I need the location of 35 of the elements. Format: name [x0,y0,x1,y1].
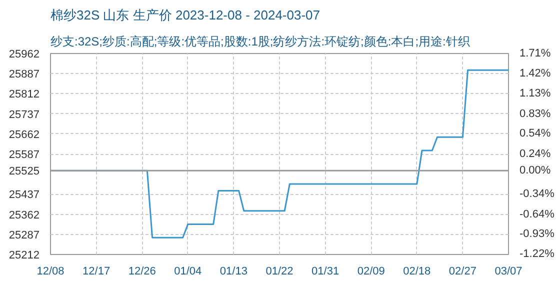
x-tick-label: 02/18 [403,266,431,278]
y2-tick-label: 1.42% [520,67,551,80]
y-tick-label: 25525 [8,166,40,178]
y2-tick-label: 1.13% [520,87,551,100]
x-tick-label: 02/09 [357,266,385,278]
y-tick-label: 25662 [8,128,40,141]
x-tick-label: 01/04 [174,266,202,278]
y2-tick-label: -0.64% [520,208,555,220]
y-tick-label: 25962 [8,48,40,60]
y2-tick-label: -1.22% [520,248,555,260]
y-tick-label: 25587 [8,149,40,161]
x-tick-label: 12/17 [82,266,110,278]
x-tick-label: 12/26 [128,266,156,278]
x-tick-label: 01/13 [220,266,248,278]
y2-tick-label: 0.54% [520,128,551,140]
y-tick-label: 25212 [8,250,40,262]
x-tick-label: 03/07 [494,266,522,278]
y2-tick-label: 0.83% [520,108,551,120]
x-tick-label: 02/27 [448,266,476,278]
y-tick-label: 25887 [8,68,40,81]
y2-tick-label: 0.24% [520,148,551,160]
chart-title: 棉纱32S 山东 生产价 2023-12-08 - 2024-03-07 [50,8,320,22]
x-tick-label: 01/31 [312,266,340,278]
y-tick-label: 25812 [8,88,40,101]
y2-tick-label: -0.34% [520,188,555,200]
y-tick-label: 25362 [8,209,40,222]
x-tick-label: 12/08 [36,266,64,278]
y2-tick-label: 1.71% [520,48,551,60]
y-tick-label: 25287 [8,229,40,242]
y-tick-label: 25437 [8,189,40,202]
chart-subtitle: 纱支:32S;纱质:高配;等级:优等品;股数:1股;纺纱方法:环锭纺;颜色:本白;用途:针织 [50,34,470,48]
y2-tick-label: -0.93% [520,228,555,240]
y-tick-label: 25737 [8,108,40,121]
y2-tick-label: 0.00% [520,164,551,177]
x-tick-label: 01/22 [266,266,294,278]
